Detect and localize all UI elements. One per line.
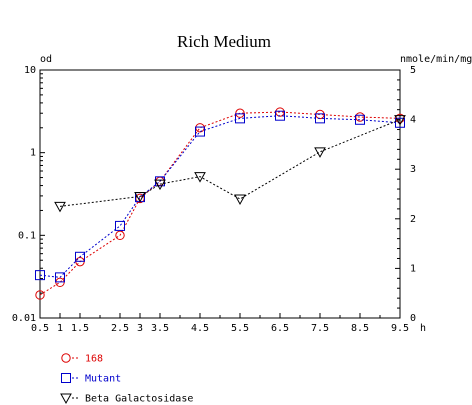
x-tick-label: 8.5 <box>351 323 369 334</box>
y-right-tick-label: 2 <box>410 214 416 225</box>
data-point <box>115 220 125 231</box>
series-line <box>39 111 401 296</box>
data-point <box>315 113 325 124</box>
data-point <box>194 172 206 183</box>
data-point <box>134 191 146 203</box>
legend-marker <box>61 353 71 363</box>
y-right-tick-label: 4 <box>410 115 416 126</box>
series-line <box>39 115 401 278</box>
data-point <box>395 117 405 128</box>
data-point <box>35 270 45 281</box>
x-tick-label: 9.5 <box>391 323 409 334</box>
legend-marker <box>61 373 71 383</box>
data-point <box>35 290 45 300</box>
data-point <box>234 194 246 205</box>
x-tick-label: 1 <box>57 323 63 334</box>
data-point <box>195 123 205 133</box>
x-tick-label: 1.5 <box>71 323 89 334</box>
data-point <box>314 147 326 158</box>
legend-item: 168 <box>61 353 103 365</box>
legend-marker <box>60 393 72 405</box>
series-square <box>35 110 405 283</box>
y-right-tick-label: 3 <box>410 164 416 175</box>
x-tick-label: 3 <box>137 323 143 334</box>
data-point <box>235 108 245 118</box>
data-point <box>235 113 245 124</box>
legend-label: 168 <box>85 354 103 365</box>
legend-item: Mutant <box>61 373 121 385</box>
x-axis-label: h <box>420 323 426 334</box>
x-tick-label: 7.5 <box>311 323 329 334</box>
y-right-tick-label: 0 <box>410 313 416 324</box>
chart-title: Rich Medium <box>177 32 271 51</box>
data-point <box>75 251 85 262</box>
series-circle <box>35 107 405 300</box>
series-layer <box>35 107 406 300</box>
axes: 0.01 0.1 1 10 0 1 2 3 4 5 0.5 1 1.5 2.5 3 3.5 4.5 5.5 6.5 7… <box>12 65 416 334</box>
plot-frame <box>39 69 401 319</box>
x-tick-label: 3.5 <box>151 323 169 334</box>
data-point <box>355 114 365 125</box>
legend-label: Mutant <box>85 374 121 385</box>
legend-item: Beta Galactosidase <box>60 393 193 405</box>
x-tick-label: 4.5 <box>191 323 209 334</box>
y-right-tick-label: 5 <box>410 65 416 76</box>
y-left-tick-label: 0.01 <box>12 313 36 324</box>
data-point <box>154 179 166 191</box>
y-axis-right-label: nmole/min/mg <box>400 54 472 65</box>
y-left-tick-label: 1 <box>30 148 36 159</box>
x-tick-label: 5.5 <box>231 323 249 334</box>
x-tick-label: 2.5 <box>111 323 129 334</box>
legend-label: Beta Galactosidase <box>85 394 193 405</box>
y-left-tick-label: 0.1 <box>18 230 36 241</box>
data-point <box>394 115 406 126</box>
data-point <box>55 272 65 283</box>
series-triangle-down <box>54 115 406 213</box>
data-point <box>54 201 66 213</box>
y-axis-left-label: od <box>40 54 52 65</box>
y-right-tick-label: 1 <box>410 263 416 274</box>
y-left-tick-label: 10 <box>24 65 36 76</box>
x-tick-label: 0.5 <box>31 323 49 334</box>
legend: 168 Mutant Beta Galactosidase <box>60 353 193 405</box>
data-point <box>275 110 285 121</box>
data-point <box>195 126 205 137</box>
data-point <box>115 230 125 241</box>
series-line <box>59 119 401 207</box>
x-tick-label: 6.5 <box>271 323 289 334</box>
